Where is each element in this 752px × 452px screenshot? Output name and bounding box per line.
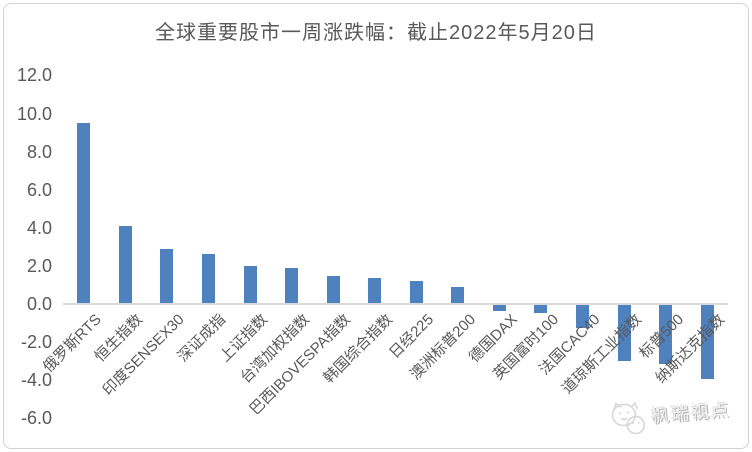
bar: [77, 123, 91, 304]
x-axis-zero-line: [63, 303, 728, 305]
bar: [326, 276, 340, 304]
watermark: 枫瑞视点: [607, 391, 733, 438]
bar: [285, 267, 299, 304]
bar: [492, 304, 506, 311]
bar: [700, 304, 714, 380]
bar: [368, 278, 382, 304]
bar: [160, 248, 174, 304]
y-axis-tick-label: 12.0: [16, 65, 52, 86]
bar: [243, 265, 257, 304]
bar: [451, 286, 465, 304]
mascot-face-logo: [611, 401, 646, 435]
y-axis-tick-label: -2.0: [20, 332, 52, 353]
bar: [118, 225, 132, 304]
bar: [534, 304, 548, 313]
y-axis-tick-label: 6.0: [26, 179, 52, 200]
y-axis-tick-label: 0.0: [26, 294, 52, 314]
watermark-text: 枫瑞视点: [650, 399, 732, 427]
y-axis-tick-label: 8.0: [26, 141, 52, 162]
y-axis-tick-label: 4.0: [26, 217, 52, 238]
bar: [576, 304, 590, 328]
bar: [659, 304, 673, 364]
chart-title: 全球重要股市一周涨跌幅：截止2022年5月20日: [155, 22, 597, 44]
bar: [409, 281, 423, 304]
bar: [617, 304, 631, 362]
y-axis-tick-label: 10.0: [16, 103, 52, 124]
y-axis-tick-label: -6.0: [20, 408, 52, 429]
bar: [201, 254, 215, 304]
y-axis-tick-label: 2.0: [26, 255, 52, 276]
y-axis-tick-label: -4.0: [20, 370, 52, 391]
